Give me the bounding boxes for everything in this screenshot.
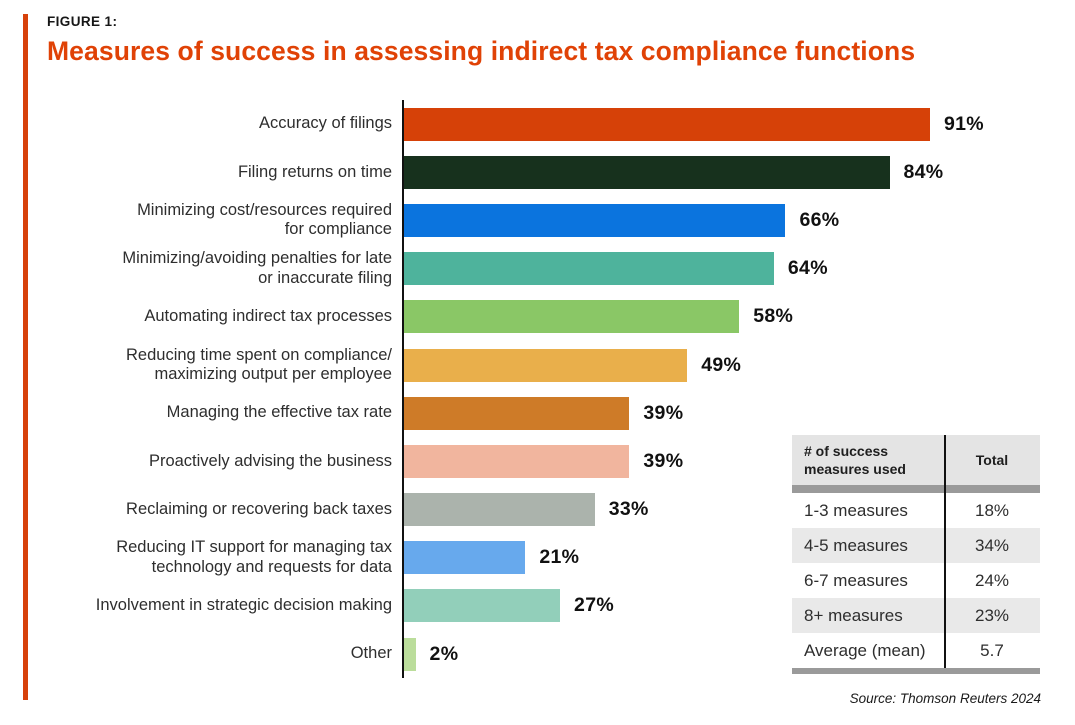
value-label: 66% [799, 208, 840, 231]
plot-area: 27% [402, 581, 1027, 631]
bar-chart: Accuracy of filings 91% Filing returns on … [45, 100, 1027, 679]
chart-row: Automating indirect tax processes 58% [45, 292, 1027, 341]
table-row-value: 5.7 [980, 640, 1004, 660]
plot-area: 21% [402, 533, 1027, 582]
table-separator-bar [792, 485, 1040, 493]
bar [404, 203, 786, 237]
measures-table: # of success measures used Total 1-3 mea… [792, 435, 1040, 674]
table-row-value: 18% [974, 500, 1010, 520]
chart-row: Proactively advising the business 39% [45, 437, 1027, 486]
category-label: Minimizing cost/resources required for c… [137, 201, 392, 239]
category-label: Involvement in strategic decision making [95, 596, 392, 615]
table-row: 6-7 measures 24% [792, 563, 1040, 598]
bar [404, 541, 526, 575]
chart-row: Reclaiming or recovering back taxes 33% [45, 485, 1027, 534]
table-row: 1-3 measures 18% [792, 493, 1040, 528]
table-row-label: 4-5 measures [804, 535, 908, 555]
category-label: Accuracy of filings [259, 114, 392, 133]
chart-row: Managing the effective tax rate 39% [45, 389, 1027, 438]
chart-row: Involvement in strategic decision making… [45, 581, 1027, 631]
table-bottom-bar [792, 668, 1040, 674]
bar [404, 396, 630, 430]
value-label: 91% [943, 112, 984, 135]
table-row-value: 24% [974, 570, 1010, 590]
plot-area: 91% [402, 100, 1027, 149]
source-attribution: Source: Thomson Reuters 2024 [849, 691, 1041, 706]
plot-area: 39% [402, 437, 1027, 486]
category-label: Other [350, 644, 392, 663]
plot-area: 39% [402, 389, 1027, 438]
table-header-total: Total [975, 452, 1009, 468]
table-header-measures: # of success measures used [804, 442, 906, 477]
table-body: 1-3 measures 18% 4-5 measures 34% 6-7 measur… [792, 493, 1040, 668]
chart-row: Accuracy of filings 91% [45, 100, 1027, 149]
chart-row: Other 2% [45, 630, 1027, 679]
table-row: 4-5 measures 34% [792, 528, 1040, 563]
value-label: 21% [539, 546, 580, 569]
category-label: Filing returns on time [237, 162, 392, 181]
table-row-value: 23% [974, 605, 1010, 625]
value-label: 27% [574, 594, 614, 617]
table-column-divider [944, 435, 946, 668]
table-row-value: 34% [974, 535, 1010, 555]
chart-row: Minimizing cost/resources required for c… [45, 196, 1027, 245]
chart-row: Minimizing/avoiding penalties for late o… [45, 244, 1027, 293]
bar [404, 444, 630, 478]
chart-row: Reducing IT support for managing tax tec… [45, 533, 1027, 582]
plot-area: 64% [402, 244, 1027, 293]
table-row: Average (mean) 5.7 [792, 633, 1040, 668]
plot-area: 33% [402, 485, 1027, 534]
value-label: 84% [903, 160, 944, 183]
category-label: Automating indirect tax processes [144, 307, 392, 326]
value-label: 33% [608, 498, 649, 521]
value-label: 64% [787, 257, 828, 280]
bar [404, 107, 930, 141]
plot-area: 49% [402, 340, 1027, 390]
value-label: 58% [753, 305, 794, 328]
header: FIGURE 1: Measures of success in assessi… [47, 14, 1047, 67]
chart-row: Reducing time spent on compliance/ maxim… [45, 340, 1027, 390]
page-title: Measures of success in assessing indirec… [47, 36, 916, 66]
accent-bar [23, 14, 28, 700]
category-label: Minimizing/avoiding penalties for late o… [122, 249, 392, 287]
table-row-label: 6-7 measures [804, 570, 908, 590]
bar [404, 348, 688, 382]
table-row-label: 1-3 measures [804, 500, 908, 520]
figure-number-label: FIGURE 1: [47, 14, 118, 29]
table-header-row: # of success measures used Total [792, 435, 1040, 485]
value-label: 2% [429, 642, 459, 665]
table-row-label: Average (mean) [804, 640, 926, 660]
value-label: 39% [643, 449, 684, 472]
bar [404, 155, 890, 189]
plot-area: 58% [402, 292, 1027, 341]
category-label: Proactively advising the business [148, 451, 392, 470]
plot-area: 2% [402, 630, 1027, 679]
bar [404, 252, 774, 286]
value-label: 39% [643, 401, 684, 424]
bar [404, 300, 740, 334]
plot-area: 84% [402, 148, 1027, 197]
table-row: 8+ measures 23% [792, 598, 1040, 633]
plot-area: 66% [402, 196, 1027, 245]
value-label: 49% [701, 353, 742, 376]
category-label: Managing the effective tax rate [166, 403, 392, 422]
bar [404, 493, 595, 527]
category-label: Reducing time spent on compliance/ maxim… [126, 345, 392, 384]
category-label: Reclaiming or recovering back taxes [126, 499, 392, 518]
table-row-label: 8+ measures [804, 605, 903, 625]
chart-rows: Accuracy of filings 91% Filing returns on … [45, 100, 1027, 679]
bar [404, 589, 561, 623]
chart-row: Filing returns on time 84% [45, 148, 1027, 197]
bar [404, 637, 416, 671]
category-label: Reducing IT support for managing tax tec… [116, 538, 392, 576]
